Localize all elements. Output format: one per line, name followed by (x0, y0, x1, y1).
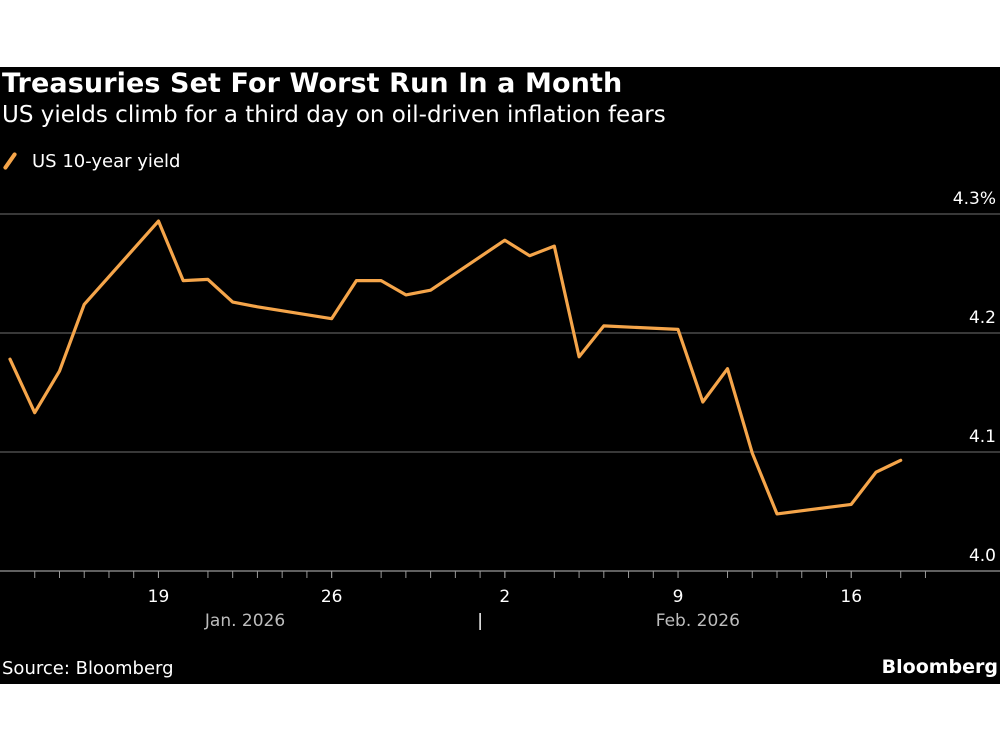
source-note: Source: Bloomberg (2, 658, 174, 679)
x-tick-label: 2 (499, 587, 510, 607)
x-tick-label: 26 (321, 587, 343, 607)
y-tick-label: 4.3% (953, 189, 996, 209)
month-separator: | (477, 611, 483, 631)
chart-title: Treasuries Set For Worst Run In a Month (2, 68, 623, 99)
y-tick-label: 4.2 (969, 308, 996, 328)
x-tick-label: 19 (148, 587, 170, 607)
x-tick-label: 9 (673, 587, 684, 607)
y-tick-label: 4.1 (969, 427, 996, 447)
legend-label: US 10-year yield (32, 150, 181, 172)
y-tick-label: 4.0 (969, 546, 996, 566)
brand-logo: Bloomberg (881, 656, 998, 678)
chart-background (0, 67, 1000, 684)
chart-subtitle: US yields climb for a third day on oil-d… (2, 102, 666, 128)
month-label: Jan. 2026 (204, 611, 285, 631)
legend: US 10-year yield (2, 149, 180, 173)
series-line-us-10-year-yield (8, 219, 903, 516)
month-label: Feb. 2026 (656, 611, 740, 631)
x-tick-label: 16 (840, 587, 862, 607)
